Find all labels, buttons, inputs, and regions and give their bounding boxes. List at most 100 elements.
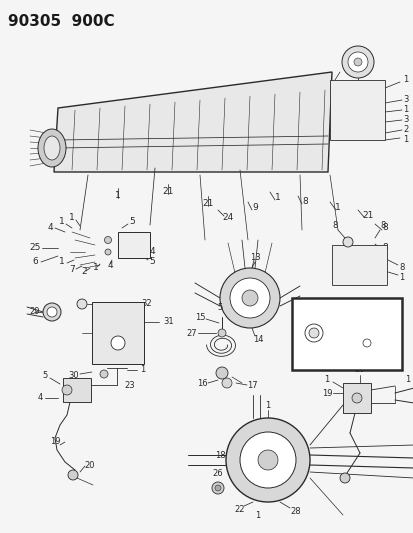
Circle shape [216,367,228,379]
Circle shape [304,324,322,342]
Text: 21: 21 [202,199,213,208]
Text: 1: 1 [275,193,280,203]
Text: 4: 4 [107,261,112,270]
Text: 1: 1 [402,135,408,144]
Text: 2: 2 [81,268,87,277]
Text: 8: 8 [381,244,387,253]
Circle shape [104,237,111,244]
Ellipse shape [38,129,66,167]
Text: 7: 7 [69,265,75,274]
Circle shape [257,450,277,470]
Text: 5: 5 [217,303,222,312]
Text: 5: 5 [129,217,135,227]
Text: 1: 1 [334,204,340,213]
Bar [63,378,91,402]
Text: 27: 27 [186,328,197,337]
Text: 14: 14 [252,335,263,344]
Text: 19: 19 [50,438,60,447]
Text: 1: 1 [93,263,99,272]
Text: 9: 9 [252,204,257,213]
Circle shape [77,299,87,309]
Text: 1: 1 [324,376,329,384]
Text: 29: 29 [30,308,40,317]
Bar [291,298,401,370]
Circle shape [211,482,223,494]
Bar [331,245,386,285]
Circle shape [308,328,318,338]
Circle shape [341,46,373,78]
Text: 12: 12 [345,302,357,312]
Text: 3: 3 [402,95,408,104]
Text: 5: 5 [42,370,47,379]
Text: 1: 1 [255,512,260,521]
Text: 32: 32 [141,300,152,309]
Circle shape [342,237,352,247]
Text: 18: 18 [214,450,225,459]
Text: 31: 31 [163,318,174,327]
Circle shape [214,485,221,491]
Text: 21: 21 [361,211,373,220]
Circle shape [62,385,72,395]
Text: 1: 1 [402,76,408,85]
Text: 5,10: 5,10 [338,355,360,365]
Text: 11: 11 [301,302,313,312]
Text: 28: 28 [290,507,301,516]
Bar [118,232,150,258]
Text: 13: 13 [249,254,260,262]
Text: 20: 20 [85,461,95,470]
Text: 1: 1 [115,191,121,200]
Text: 1: 1 [265,400,270,409]
Polygon shape [54,72,331,172]
Bar [92,302,144,364]
Text: 4: 4 [47,223,53,232]
Text: 26: 26 [212,470,223,479]
Circle shape [221,378,231,388]
Text: 23: 23 [124,381,135,390]
Circle shape [362,339,370,347]
Circle shape [347,52,367,72]
Circle shape [68,470,78,480]
Circle shape [230,278,269,318]
Text: 4: 4 [149,247,154,256]
Text: 8: 8 [301,198,307,206]
Text: 5: 5 [149,257,154,266]
Bar [342,383,370,413]
Text: 1: 1 [399,273,404,282]
Circle shape [47,307,57,317]
Text: 1: 1 [69,214,75,222]
Text: 8: 8 [332,222,337,230]
Text: 2: 2 [402,125,408,134]
Text: 3: 3 [402,116,408,125]
Text: 1: 1 [140,366,145,375]
Text: 8: 8 [380,222,385,230]
Text: 8: 8 [381,223,387,232]
Text: 6: 6 [32,257,38,266]
Text: 21: 21 [162,188,173,197]
Text: 4: 4 [37,393,43,402]
Text: 16: 16 [196,378,207,387]
Text: 20: 20 [354,366,364,375]
Circle shape [100,370,108,378]
Text: 15: 15 [194,312,205,321]
Text: 17: 17 [246,381,257,390]
Text: 90305  900C: 90305 900C [8,14,114,29]
Circle shape [111,336,125,350]
Text: 1: 1 [59,217,65,227]
Circle shape [351,393,361,403]
Text: 24: 24 [222,214,233,222]
Text: 1: 1 [59,257,65,266]
Text: 25: 25 [29,244,40,253]
Bar [329,80,384,140]
Text: 19: 19 [321,389,332,398]
Text: 30: 30 [69,372,79,381]
Circle shape [105,249,111,255]
Circle shape [218,329,225,337]
Circle shape [339,473,349,483]
Circle shape [225,418,309,502]
Text: 1: 1 [404,376,410,384]
Text: 22: 22 [234,505,244,514]
Text: 1: 1 [402,106,408,115]
Ellipse shape [44,136,60,160]
Circle shape [240,432,295,488]
Circle shape [219,268,279,328]
